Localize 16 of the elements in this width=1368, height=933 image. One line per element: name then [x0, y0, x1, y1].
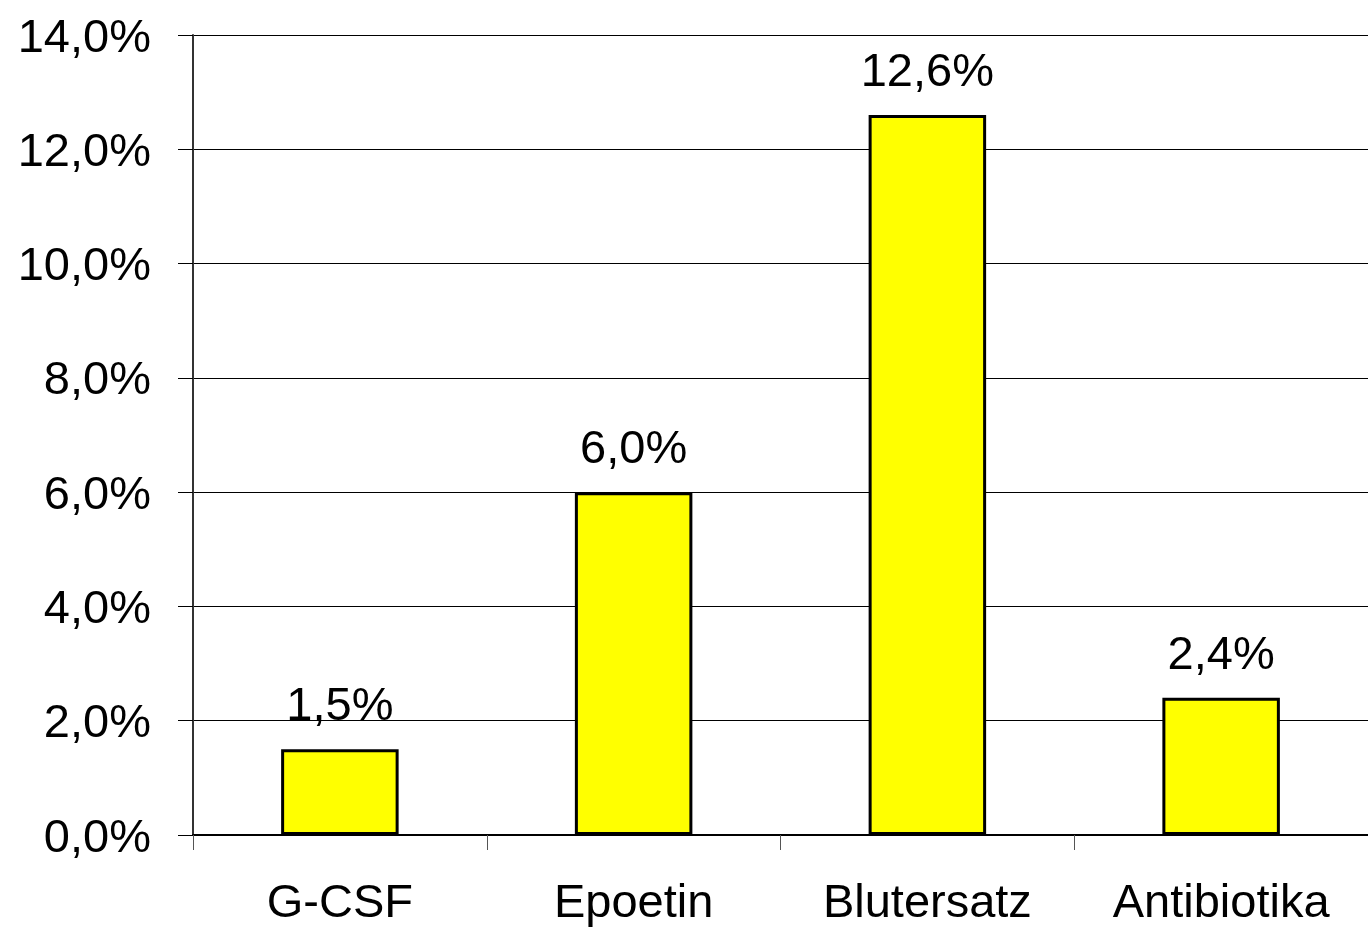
y-tick-label: 12,0% [17, 122, 151, 176]
x-tick-label: G-CSF [266, 874, 413, 927]
x-tick-label: Epoetin [553, 874, 714, 927]
x-tick-label: Blutersatz [822, 874, 1032, 927]
y-tick-label: 0,0% [43, 808, 151, 862]
y-tick-label: 4,0% [43, 579, 151, 633]
data-label: 6,0% [580, 420, 688, 474]
data-label: 12,6% [860, 43, 995, 96]
y-tick-label: 10,0% [17, 237, 151, 291]
y-tick-label: 2,0% [43, 694, 151, 748]
data-label: 2,4% [1167, 625, 1275, 679]
data-label: 1,5% [286, 677, 394, 731]
x-tick-label: Antibiotika [1112, 874, 1331, 927]
y-tick-label: 14,0% [17, 8, 151, 62]
y-tick-label: 6,0% [43, 465, 151, 519]
y-tick-label: 8,0% [43, 351, 151, 405]
